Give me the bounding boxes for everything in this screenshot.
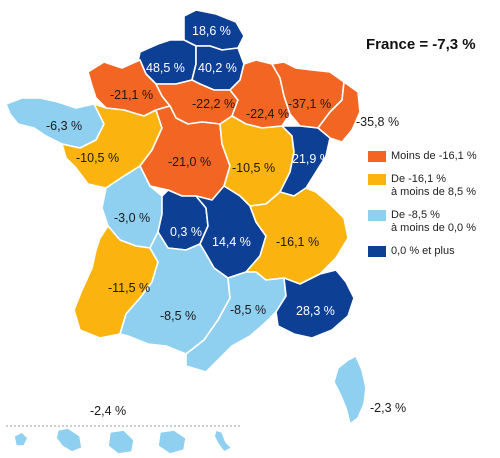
outre-mer-strip (6, 425, 242, 455)
island-mayotte[interactable] (213, 429, 233, 453)
map-title: France = -7,3 % (366, 36, 476, 53)
label-centre: -21,0 % (168, 155, 211, 169)
outre-mer-value: -2,4 % (90, 404, 127, 418)
region-corse[interactable] (333, 355, 367, 425)
label-haute-normandie-idf: -22,2 % (192, 97, 235, 111)
label-basse-normandie: -21,1 % (110, 88, 153, 102)
label-picardie-east: 40,2 % (198, 61, 237, 75)
legend-item-2: De -16,1 % à moins de 8,5 % (368, 173, 498, 199)
region-languedoc-roussillon[interactable] (185, 271, 287, 373)
legend-label-3: De -8,5 % à moins de 0,0 % (391, 209, 476, 234)
label-corse: -2,3 % (370, 401, 406, 415)
legend-swatch-4 (368, 246, 386, 257)
label-picardie-west: 48,5 % (146, 61, 185, 75)
label-lorraine: -37,1 % (288, 97, 331, 111)
island-la-reunion[interactable] (157, 429, 187, 455)
label-paca: 28,3 % (296, 304, 335, 318)
label-midi-pyrenees: -8,5 % (160, 309, 196, 323)
label-franche-comte: 21,9 % (292, 152, 331, 166)
label-poitou-charentes: -3,0 % (114, 211, 150, 225)
legend: Moins de -16,1 % De -16,1 % à moins de 8… (368, 150, 498, 268)
label-champagne-ardenne: -22,4 % (246, 107, 289, 121)
value-labels: 18,6 % 48,5 % 40,2 % -21,1 % -22,2 % -22… (46, 24, 406, 415)
island-martinique[interactable] (55, 427, 83, 453)
legend-label-2: De -16,1 % à moins de 8,5 % (391, 173, 476, 198)
label-rhone-alpes: -16,1 % (276, 235, 319, 249)
island-guadeloupe[interactable] (13, 431, 29, 447)
legend-label-1: Moins de -16,1 % (391, 150, 477, 162)
region-rhone-alpes[interactable] (245, 187, 349, 285)
label-nord-pas-de-calais: 18,6 % (192, 24, 231, 38)
label-alsace: -35,8 % (356, 115, 399, 129)
island-guyane[interactable] (107, 429, 135, 455)
label-auvergne: 14,4 % (212, 235, 251, 249)
legend-swatch-1 (368, 151, 386, 162)
legend-swatch-2 (368, 174, 386, 185)
regions-layer (5, 9, 367, 425)
label-bourgogne: -10,5 % (232, 161, 275, 175)
label-pays-de-la-loire: -10,5 % (76, 151, 119, 165)
label-aquitaine: -11,5 % (108, 281, 150, 295)
region-paca[interactable] (275, 269, 355, 339)
label-limousin: 0,3 % (170, 225, 202, 239)
region-alsace[interactable] (317, 81, 361, 143)
legend-item-3: De -8,5 % à moins de 0,0 % (368, 209, 498, 235)
region-champagne-ardenne[interactable] (229, 59, 291, 129)
legend-swatch-3 (368, 210, 386, 221)
label-bretagne: -6,3 % (46, 119, 82, 133)
legend-item-4: 0,0 % et plus (368, 245, 498, 258)
legend-label-4: 0,0 % et plus (391, 245, 455, 257)
legend-item-1: Moins de -16,1 % (368, 150, 498, 163)
label-languedoc-roussillon: -8,5 % (230, 303, 266, 317)
